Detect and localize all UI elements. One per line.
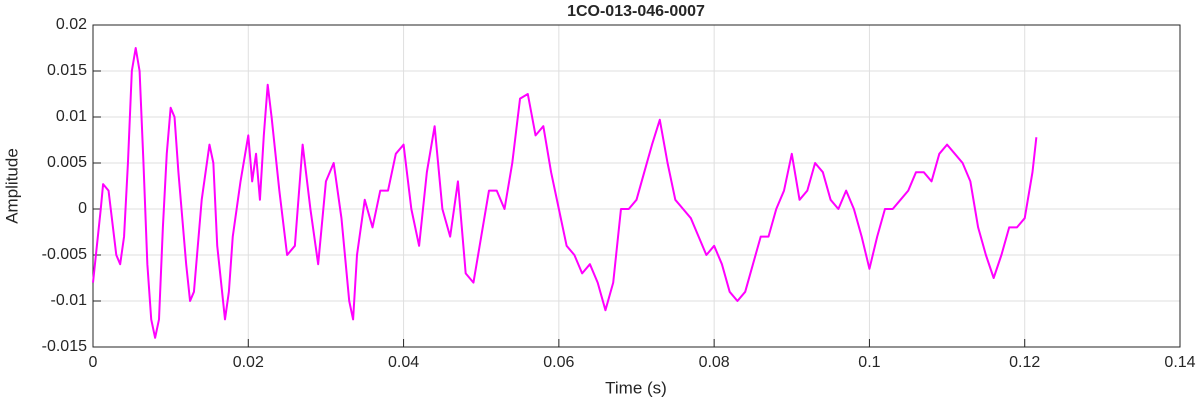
x-tick-label: 0.1	[858, 354, 880, 371]
x-tick-label: 0.12	[1009, 354, 1040, 371]
waveform-line	[92, 47, 1038, 339]
x-tick-label: 0.06	[543, 354, 574, 371]
x-tick-label: 0.08	[699, 354, 730, 371]
x-axis-label: Time (s)	[605, 378, 667, 397]
axes-box	[92, 24, 1181, 348]
x-tick-label: 0.14	[1164, 354, 1195, 371]
y-tick-label: 0	[78, 200, 87, 217]
x-tick-label: 0	[89, 354, 98, 371]
y-tick-label: -0.005	[42, 246, 87, 263]
y-tick-label: -0.015	[42, 338, 87, 355]
y-axis-label: Amplitude	[2, 148, 21, 224]
y-tick-label: -0.01	[51, 292, 88, 309]
x-tick-label: 0.02	[233, 354, 264, 371]
y-tick-label: 0.005	[47, 154, 87, 171]
y-tick-label: 0.01	[56, 108, 87, 125]
chart-title: 1CO-013-046-0007	[567, 3, 705, 20]
x-tick-label: 0.04	[388, 354, 419, 371]
y-tick-label: 0.015	[47, 62, 87, 79]
y-tick-label: 0.02	[56, 16, 87, 33]
